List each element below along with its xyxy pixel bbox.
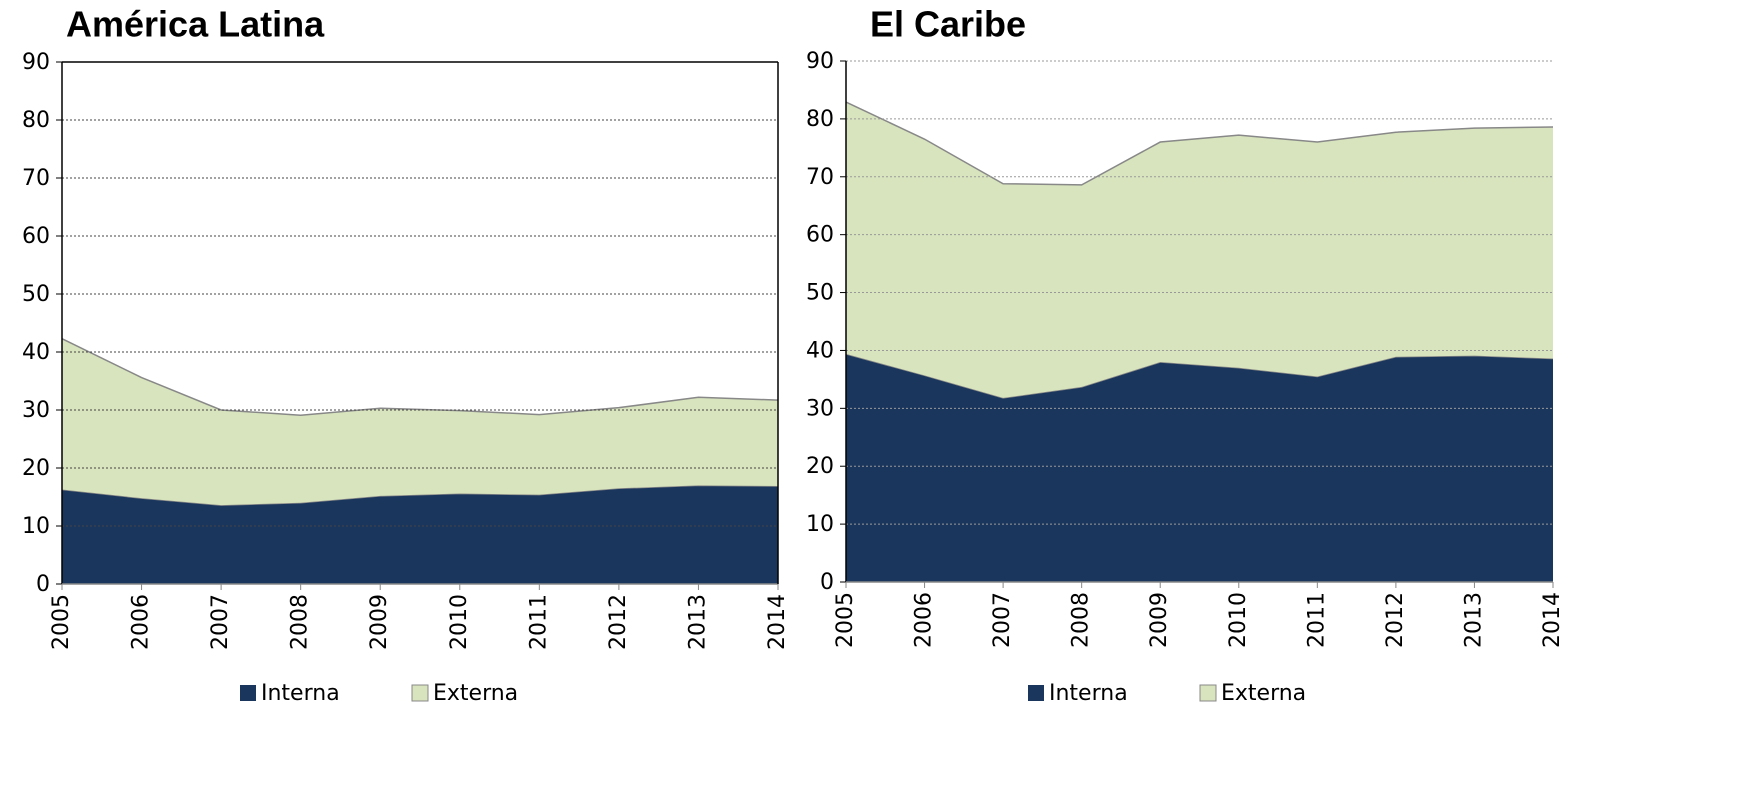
area [62,485,778,584]
legend-label: Externa [1221,681,1306,706]
x-tick-label: 2014 [1540,592,1565,648]
y-tick-label: 60 [22,224,50,249]
y-tick-label: 80 [806,107,834,132]
legend-swatch [1028,685,1044,701]
y-tick-label: 60 [806,223,834,248]
y-tick-label: 70 [22,166,50,191]
y-tick-label: 10 [22,514,50,539]
x-tick-label: 2007 [990,592,1015,648]
area [62,338,778,506]
x-tick-label: 2010 [1226,592,1251,648]
chart-title: El Caribe [870,4,1026,45]
y-tick-label: 90 [806,49,834,74]
chart-title: América Latina [66,4,325,45]
x-tick-label: 2013 [685,594,710,650]
x-tick-label: 2007 [208,594,233,650]
y-tick-label: 50 [22,282,50,307]
x-tick-label: 2006 [129,594,154,650]
x-tick-label: 2014 [765,594,790,650]
x-tick-label: 2012 [606,594,631,650]
y-tick-label: 30 [22,398,50,423]
x-tick-label: 2005 [49,594,74,650]
y-tick-label: 40 [22,340,50,365]
y-tick-label: 70 [806,165,834,190]
y-tick-label: 0 [820,570,834,595]
y-tick-label: 50 [806,281,834,306]
x-tick-label: 2005 [833,592,858,648]
y-tick-label: 0 [36,572,50,597]
y-tick-label: 10 [806,512,834,537]
legend-label: Externa [433,681,518,706]
area [846,102,1553,398]
legend-swatch [1199,684,1217,702]
y-tick-label: 80 [22,108,50,133]
area-edge [845,101,1554,186]
legend-swatch [240,685,256,701]
y-tick-label: 40 [806,338,834,363]
x-tick-label: 2011 [526,594,551,650]
legend-label: Interna [261,681,340,706]
x-tick-label: 2010 [447,594,472,650]
x-tick-label: 2013 [1461,592,1486,648]
y-tick-label: 20 [22,456,50,481]
x-tick-label: 2009 [1147,592,1172,648]
area [846,353,1553,582]
y-tick-label: 90 [22,50,50,75]
area-edge [61,337,779,416]
y-tick-label: 30 [806,396,834,421]
legend-label: Interna [1049,681,1128,706]
legend-swatch [411,684,429,702]
y-tick-label: 20 [806,454,834,479]
x-tick-label: 2008 [288,594,313,650]
x-tick-label: 2009 [367,594,392,650]
x-tick-label: 2011 [1304,592,1329,648]
x-tick-label: 2012 [1383,592,1408,648]
x-tick-label: 2006 [912,592,937,648]
x-tick-label: 2008 [1069,592,1094,648]
